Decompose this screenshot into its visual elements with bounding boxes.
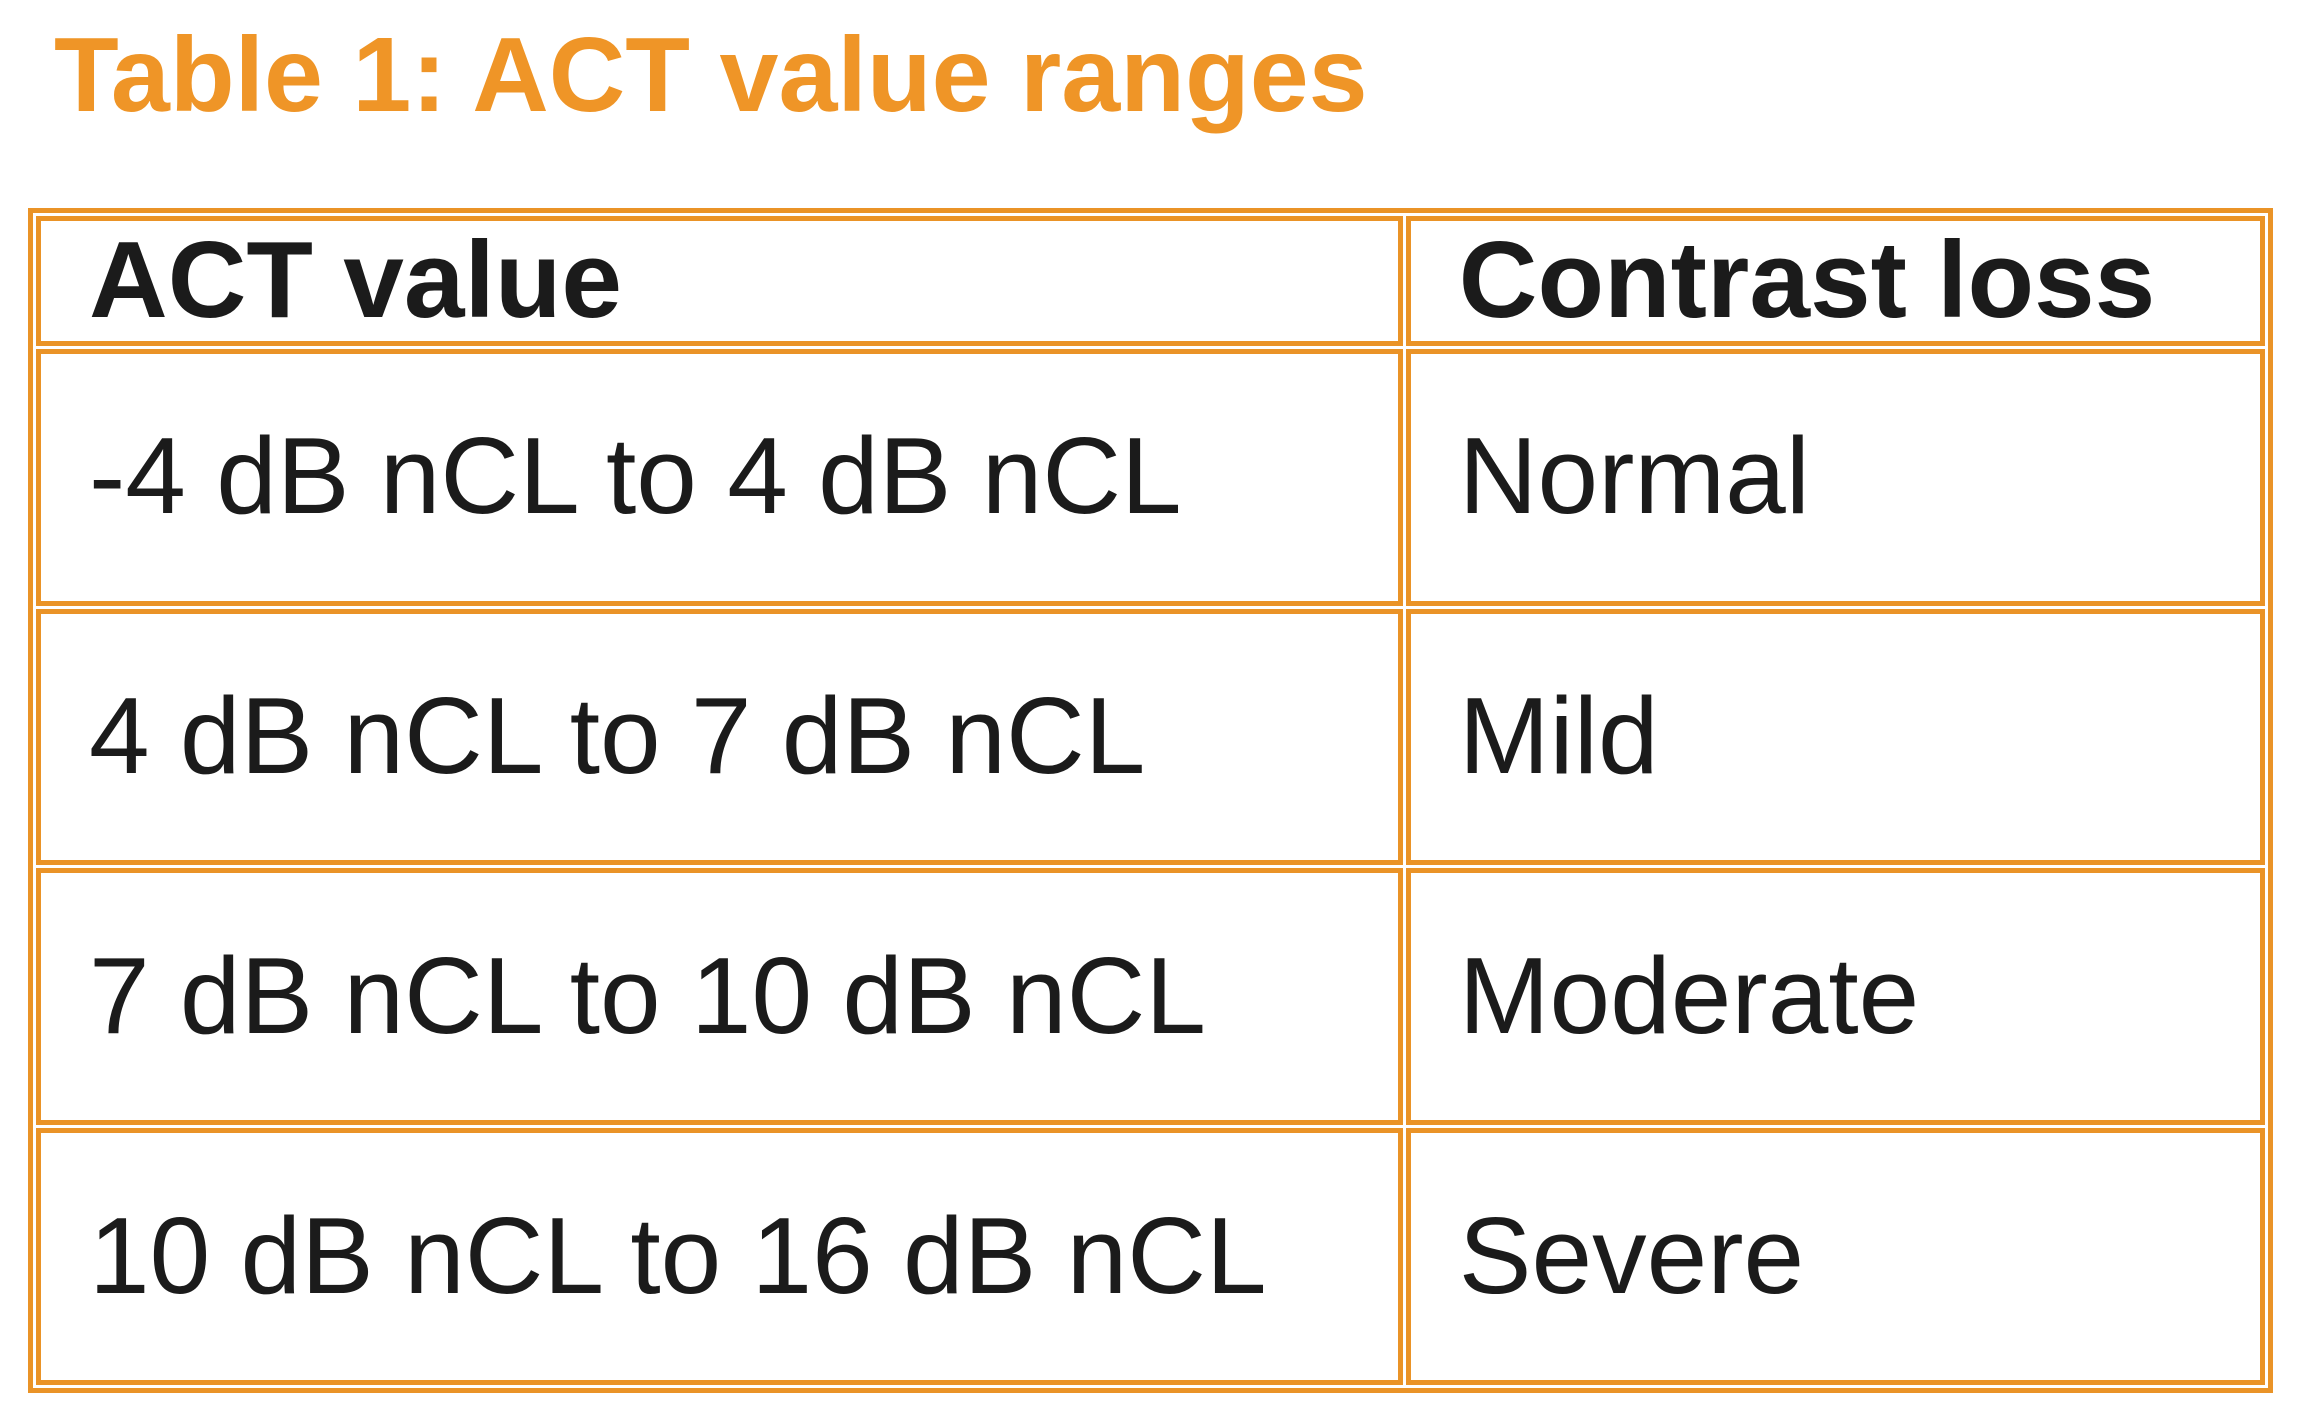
act-value-cell: 7 dB nCL to 10 dB nCL	[36, 868, 1403, 1126]
page-title: Table 1: ACT value ranges	[54, 16, 1368, 134]
column-header-act-value: ACT value	[36, 216, 1403, 346]
table-row: -4 dB nCL to 4 dB nCL Normal	[36, 348, 2265, 606]
table-row: 7 dB nCL to 10 dB nCL Moderate	[36, 868, 2265, 1126]
act-value-cell: -4 dB nCL to 4 dB nCL	[36, 348, 1403, 606]
contrast-loss-cell: Moderate	[1405, 868, 2265, 1126]
table-row: 4 dB nCL to 7 dB nCL Mild	[36, 608, 2265, 866]
contrast-loss-cell: Normal	[1405, 348, 2265, 606]
act-value-cell: 4 dB nCL to 7 dB nCL	[36, 608, 1403, 866]
act-value-cell: 10 dB nCL to 16 dB nCL	[36, 1128, 1403, 1385]
contrast-loss-cell: Mild	[1405, 608, 2265, 866]
table-row: 10 dB nCL to 16 dB nCL Severe	[36, 1128, 2265, 1385]
column-header-contrast-loss: Contrast loss	[1405, 216, 2265, 346]
act-value-table: ACT value Contrast loss -4 dB nCL to 4 d…	[28, 208, 2273, 1393]
header-row: ACT value Contrast loss	[36, 216, 2265, 346]
contrast-loss-cell: Severe	[1405, 1128, 2265, 1385]
